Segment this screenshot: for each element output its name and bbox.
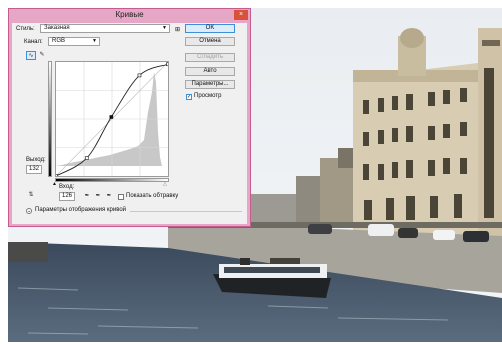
- channel-label: Канал:: [24, 39, 43, 45]
- adjust-curve-hand-icon[interactable]: ⇅: [28, 192, 34, 198]
- close-button[interactable]: ×: [234, 10, 248, 20]
- pencil-icon[interactable]: ✎: [39, 52, 45, 58]
- document-canvas-photo: [8, 8, 502, 342]
- screenshot-frame: Кривые × Стиль: Заказная ▼ ⊞ Канал: RGB …: [8, 8, 502, 342]
- output-gradient-bar: [48, 61, 52, 177]
- expand-options-icon[interactable]: ⌄: [26, 208, 32, 214]
- cancel-button[interactable]: Отмена: [185, 37, 235, 46]
- input-label: Вход:: [59, 184, 75, 190]
- preset-select[interactable]: Заказная ▼: [40, 24, 170, 33]
- show-clipping-label: Показать обтравку: [126, 193, 179, 199]
- output-label: Выход:: [26, 157, 46, 163]
- show-clipping-checkbox[interactable]: [118, 194, 124, 200]
- output-field[interactable]: 132: [26, 165, 42, 174]
- channel-value: RGB: [52, 38, 66, 44]
- preset-label: Стиль:: [16, 26, 35, 32]
- curve-point[interactable]: [166, 62, 170, 67]
- curve-point-tool-icon[interactable]: ∿: [26, 51, 36, 60]
- white-point-slider-icon[interactable]: △: [163, 181, 167, 187]
- curve-options-label: Параметры отображения кривой: [35, 207, 127, 213]
- input-gradient-bar: [55, 178, 169, 182]
- curve-point[interactable]: [84, 156, 89, 160]
- curve-plot[interactable]: [54, 61, 170, 178]
- channel-select[interactable]: RGB ▼: [48, 37, 100, 46]
- dialog-body: Стиль: Заказная ▼ ⊞ Канал: RGB ▼ OK Отме…: [12, 23, 247, 224]
- curve-point[interactable]: [54, 174, 58, 178]
- ok-button[interactable]: OK: [185, 24, 235, 33]
- preview-label: Просмотр: [194, 93, 222, 99]
- chevron-down-icon: ▼: [92, 38, 97, 44]
- preset-value: Заказная: [44, 25, 70, 31]
- curve-graph[interactable]: [54, 61, 170, 178]
- curves-dialog: Кривые × Стиль: Заказная ▼ ⊞ Канал: RGB …: [8, 8, 251, 227]
- black-eyedropper-icon[interactable]: ✒: [84, 193, 90, 199]
- curve-baseline: [55, 61, 169, 177]
- dialog-titlebar[interactable]: Кривые ×: [9, 9, 250, 23]
- gray-eyedropper-icon[interactable]: ✒: [95, 193, 101, 199]
- curve-point[interactable]: [137, 73, 142, 78]
- smooth-button[interactable]: Сгладить: [185, 53, 235, 62]
- divider: [130, 211, 242, 212]
- black-point-slider-icon[interactable]: ▲: [52, 181, 57, 187]
- curve-point-selected[interactable]: [109, 115, 114, 119]
- preview-checkbox[interactable]: ✓: [186, 94, 192, 100]
- white-eyedropper-icon[interactable]: ✒: [106, 193, 112, 199]
- histogram: [56, 72, 162, 166]
- dialog-title: Кривые: [115, 10, 144, 19]
- options-button[interactable]: Параметры...: [185, 80, 235, 89]
- input-field[interactable]: 126: [59, 192, 75, 201]
- preset-menu-icon[interactable]: ⊞: [175, 27, 181, 33]
- auto-button[interactable]: Авто: [185, 67, 235, 76]
- chevron-down-icon: ▼: [162, 25, 167, 31]
